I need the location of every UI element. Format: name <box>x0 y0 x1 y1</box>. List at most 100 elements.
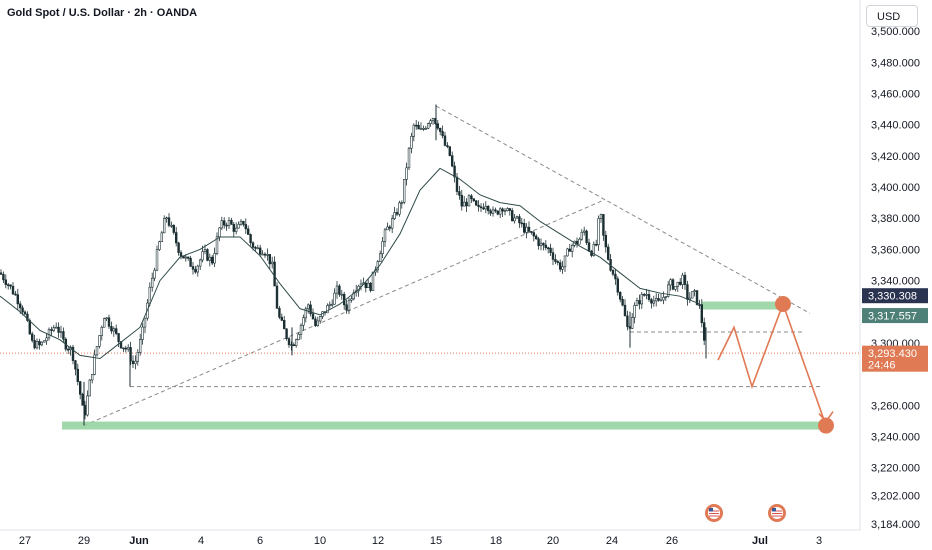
candle-body <box>513 217 516 222</box>
projection-overlay <box>717 295 834 434</box>
candle-body <box>189 257 192 267</box>
candle-body <box>556 261 560 263</box>
y-tick-label: 3,184.000 <box>871 519 920 531</box>
candle-body <box>702 322 706 341</box>
candle-body <box>606 246 610 260</box>
candle-body <box>342 293 346 306</box>
candle-body <box>254 247 257 249</box>
candle-body <box>299 324 303 335</box>
candle-body <box>563 255 567 268</box>
candle-body <box>239 220 243 225</box>
candle-body <box>170 225 173 227</box>
candle-body <box>11 285 15 295</box>
candle-body <box>311 313 315 320</box>
time-axis[interactable]: 27 29 Jun 4 6 10 12 15 18 20 24 26 Jul 3 <box>0 529 860 547</box>
price-tag-3317-label: 3,317.557 <box>868 311 917 323</box>
candle-body <box>494 209 497 212</box>
candle-body <box>446 145 449 147</box>
candle-body <box>187 256 190 259</box>
x-tick-label: 15 <box>430 535 442 547</box>
candle-body <box>662 297 665 301</box>
candle-body <box>580 231 584 240</box>
y-tick-label: 3,400.000 <box>871 182 920 194</box>
y-tick-label: 3,240.000 <box>871 431 920 443</box>
candle-body <box>602 214 605 236</box>
y-tick-label: 3,420.000 <box>871 151 920 163</box>
candle-body <box>674 286 677 290</box>
candle-body <box>328 303 331 306</box>
candle-body <box>429 120 432 124</box>
candle-body <box>191 266 195 270</box>
candle-body <box>395 212 399 215</box>
us-flag-event-icon[interactable] <box>705 504 723 522</box>
candle-body <box>50 329 53 331</box>
candle-body <box>453 165 456 178</box>
x-tick-label: 20 <box>547 535 559 547</box>
candle-body <box>414 124 418 127</box>
candle-body <box>45 337 48 342</box>
candle-body <box>333 292 336 305</box>
candle-body <box>47 329 51 339</box>
candle-body <box>534 235 538 240</box>
candle-body <box>407 147 411 169</box>
candle-body <box>177 242 180 253</box>
candle-body <box>369 282 372 291</box>
x-tick-label: 10 <box>314 535 326 547</box>
candle-body <box>578 238 581 245</box>
candle-body <box>71 346 75 361</box>
candle-body <box>525 226 528 233</box>
y-tick-label: 3,460.000 <box>871 89 920 101</box>
candle-body <box>52 327 56 331</box>
candle-body <box>422 128 425 130</box>
candle-body <box>199 259 202 267</box>
candle-body <box>122 347 125 350</box>
candle-body <box>400 202 403 204</box>
candle-body <box>537 238 540 246</box>
candle-body <box>426 123 430 129</box>
candle-body <box>398 202 401 215</box>
candle-body <box>390 218 394 229</box>
candle-body <box>297 333 300 340</box>
candle-body <box>263 253 267 256</box>
candle-body <box>335 285 339 294</box>
candle-body <box>151 277 154 288</box>
candle-body <box>347 299 351 311</box>
candle-body <box>273 261 276 287</box>
candle-body <box>671 279 675 290</box>
candle-body <box>686 284 689 300</box>
candle-body <box>40 341 44 346</box>
candle-body <box>38 340 41 346</box>
currency-selector[interactable]: USD <box>866 5 918 27</box>
candle-body <box>532 232 536 237</box>
candle-body <box>664 296 668 298</box>
candle-body <box>402 179 406 203</box>
candle-body <box>206 249 209 261</box>
candle-body <box>491 209 495 214</box>
y-tick-label: 3,260.000 <box>871 400 920 412</box>
candle-body <box>350 298 353 301</box>
projection-arrowhead <box>818 411 834 423</box>
us-flag-event-icon[interactable] <box>768 504 786 522</box>
candle-body <box>21 307 24 313</box>
event-icons[interactable] <box>705 504 786 522</box>
candle-body <box>640 294 644 305</box>
candle-body <box>235 227 238 232</box>
candle-body <box>249 234 252 244</box>
price-axis[interactable]: 3,184.000 3,202.000 3,220.000 3,240.000 3,26… <box>859 0 920 531</box>
candle-body <box>436 123 439 129</box>
x-tick-label: 24 <box>606 535 618 547</box>
candle-body <box>378 253 382 262</box>
candle-body <box>599 214 603 219</box>
candle-body <box>201 251 204 261</box>
candle-body <box>167 217 171 226</box>
event-icon-canton <box>709 508 713 512</box>
event-icon-canton <box>772 508 776 512</box>
candle-body <box>103 318 106 328</box>
candle-body <box>184 256 187 259</box>
candle-body <box>381 241 384 255</box>
candle-body <box>611 269 615 275</box>
x-tick-label: Jul <box>752 535 768 547</box>
candle-body <box>141 326 144 340</box>
candle-body <box>326 305 329 314</box>
